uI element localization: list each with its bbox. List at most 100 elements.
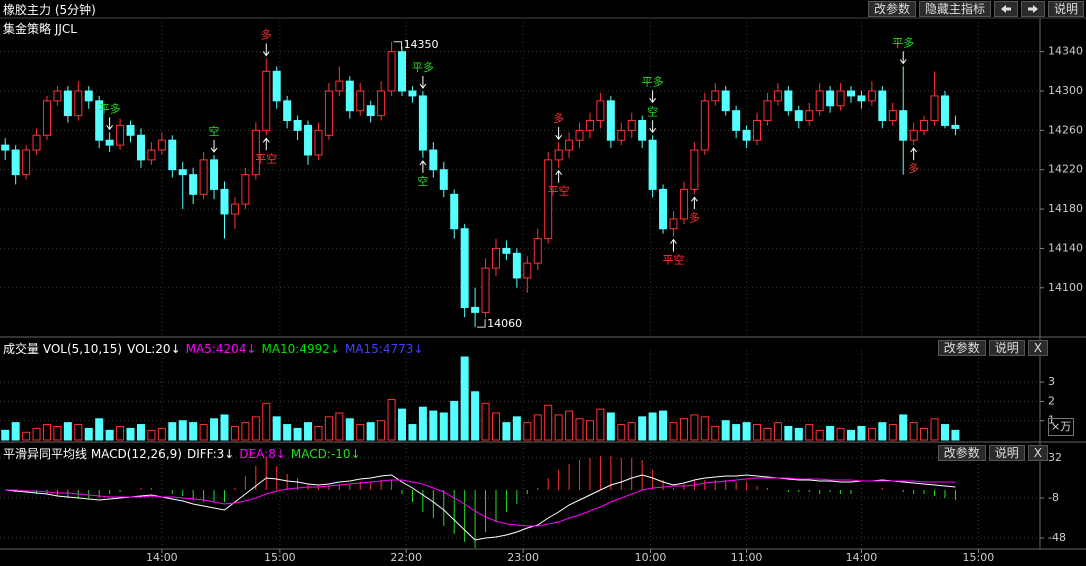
candle-body xyxy=(1,144,10,151)
volume-header: 成交量 VOL(5,10,15) VOL:20↓ MA5:4204↓ MA10:499… xyxy=(0,339,1086,357)
candle-body xyxy=(753,120,762,141)
volume-bar xyxy=(74,424,83,441)
candle-body xyxy=(387,51,396,92)
candle-body xyxy=(418,95,427,151)
candle-body xyxy=(867,90,876,102)
prev-button[interactable] xyxy=(993,1,1018,17)
volume-bar xyxy=(314,425,323,441)
candle-body xyxy=(627,120,636,131)
signal-label: 平空 xyxy=(255,151,277,165)
candle-body xyxy=(366,105,375,117)
candle-body xyxy=(826,90,835,107)
y-tick-label: 14180 xyxy=(1048,202,1083,215)
volume-bar xyxy=(429,410,438,441)
macd-line xyxy=(5,477,956,527)
volume-bar xyxy=(251,416,260,441)
volume-bar xyxy=(460,356,469,441)
signal-label: 空 xyxy=(417,174,428,188)
y-tick-label: 14140 xyxy=(1048,241,1083,254)
x-tick-label: 15:00 xyxy=(963,551,995,564)
candle-body xyxy=(909,129,918,141)
signal-label: 多 xyxy=(553,111,564,125)
signal-label: 平空 xyxy=(662,253,684,267)
y-tick-label: 32 xyxy=(1048,451,1062,464)
volume-bar xyxy=(523,422,532,441)
volume-bar xyxy=(283,424,292,441)
candle-body xyxy=(502,247,511,254)
volume-bar xyxy=(105,429,114,441)
volume-bar xyxy=(742,422,751,441)
help-button[interactable]: 说明 xyxy=(988,445,1025,461)
signal-label: 平多 xyxy=(892,35,914,49)
volume-bar xyxy=(324,416,333,441)
candle-body xyxy=(84,90,93,102)
candle-body xyxy=(324,90,333,136)
volume-bar xyxy=(711,425,720,441)
volume-bar xyxy=(565,410,574,441)
candle-body xyxy=(272,70,281,102)
edit-params-button[interactable]: 改参数 xyxy=(867,1,916,17)
signal-arrow xyxy=(210,139,218,153)
volume-bar xyxy=(888,424,897,441)
volume-bar xyxy=(84,427,93,441)
y-tick-label: 14340 xyxy=(1048,45,1083,58)
candle-body xyxy=(596,100,605,122)
volume-bar xyxy=(784,425,793,441)
candle-body xyxy=(575,129,584,141)
volume-bar xyxy=(721,420,730,441)
volume-bar xyxy=(659,410,668,441)
volume-bar xyxy=(940,424,949,441)
close-button[interactable]: X xyxy=(1027,340,1048,356)
volume-bar xyxy=(126,427,135,441)
extreme-label: 14060 xyxy=(487,317,522,330)
volume-bar xyxy=(189,422,198,441)
volume-bar xyxy=(763,427,772,441)
x-tick-label: 14:00 xyxy=(146,551,178,564)
left-arrow-icon xyxy=(1000,5,1011,13)
signal-label: 空 xyxy=(647,104,658,118)
next-button[interactable] xyxy=(1020,1,1045,17)
y-tick-label: 14260 xyxy=(1048,123,1083,136)
candle-body xyxy=(189,174,198,195)
volume-bar xyxy=(648,412,657,441)
volume-bar xyxy=(398,408,407,441)
volume-bar xyxy=(293,427,302,441)
candle-body xyxy=(377,90,386,117)
x-tick-label: 10:00 xyxy=(635,551,667,564)
candle-body xyxy=(805,110,814,122)
legend-item: MACD:-10↓ xyxy=(290,446,361,461)
volume-bar xyxy=(220,414,229,441)
legend-item: MA15:4773↓ xyxy=(344,341,424,356)
y-tick-label: 2 xyxy=(1048,394,1055,407)
volume-bar xyxy=(920,427,929,441)
candle-body xyxy=(241,174,250,205)
signal-arrow xyxy=(419,160,427,173)
candle-body xyxy=(544,159,553,240)
edit-params-button[interactable]: 改参数 xyxy=(937,340,986,356)
candle-body xyxy=(262,70,271,131)
volume-bar xyxy=(387,398,396,441)
candle-body xyxy=(930,95,939,122)
candle-body xyxy=(481,267,490,313)
volume-bar xyxy=(11,422,20,441)
candle-body xyxy=(304,124,313,156)
y-tick-label: 14300 xyxy=(1048,84,1083,97)
y-tick-label: 3 xyxy=(1048,375,1055,388)
signal-label: 平多 xyxy=(412,60,434,74)
y-tick-label: 1 xyxy=(1048,414,1055,427)
edit-params-button[interactable]: 改参数 xyxy=(937,445,986,461)
volume-bar xyxy=(230,425,239,441)
help-button[interactable]: 说明 xyxy=(988,340,1025,356)
candle-body xyxy=(471,306,480,313)
help-button[interactable]: 说明 xyxy=(1047,1,1084,17)
candle-body xyxy=(157,139,166,151)
hide-indicator-button[interactable]: 隐藏主指标 xyxy=(918,1,991,17)
volume-bar xyxy=(805,424,814,441)
macd-line xyxy=(5,474,956,541)
volume-bar xyxy=(95,418,104,441)
signal-arrow xyxy=(262,43,270,57)
candle-body xyxy=(22,149,31,176)
close-button[interactable]: X xyxy=(1027,445,1048,461)
right-arrow-icon xyxy=(1027,5,1038,13)
